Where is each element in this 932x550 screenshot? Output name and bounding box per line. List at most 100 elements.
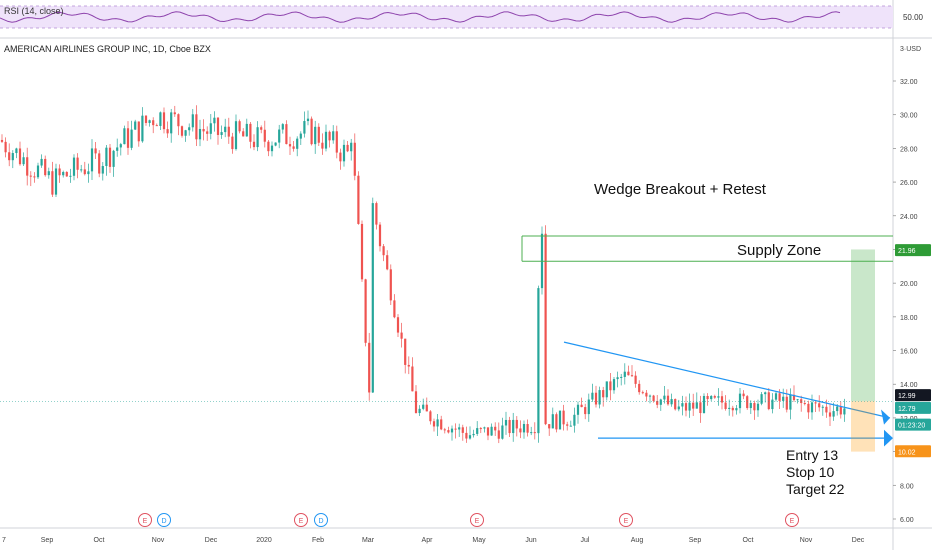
candle-body bbox=[648, 395, 652, 397]
candle-body bbox=[346, 144, 349, 152]
candle-body bbox=[454, 428, 457, 430]
candle-body bbox=[519, 428, 522, 433]
badge-last: 12.79 bbox=[898, 406, 916, 413]
candle-body bbox=[749, 402, 752, 409]
candle-body bbox=[612, 379, 616, 391]
candle-body bbox=[285, 124, 288, 145]
earnings-marker bbox=[619, 513, 633, 527]
candle-body bbox=[814, 402, 817, 404]
candle-body bbox=[162, 112, 166, 130]
candle-body bbox=[652, 395, 655, 401]
candle-body bbox=[803, 403, 806, 405]
candle-body bbox=[828, 412, 832, 417]
candle-body bbox=[684, 403, 688, 411]
candle-body bbox=[198, 128, 202, 140]
annotation-stop: Stop 10 bbox=[786, 464, 835, 480]
candle-body bbox=[155, 125, 158, 127]
candle-body bbox=[202, 128, 205, 132]
annotation-headline: Wedge Breakout + Retest bbox=[594, 181, 766, 198]
candle-body bbox=[522, 424, 526, 433]
candle-body bbox=[40, 158, 43, 166]
y-tick-label: 30.00 bbox=[900, 113, 918, 120]
candle-body bbox=[418, 408, 421, 414]
candle-body bbox=[252, 141, 256, 148]
x-tick-label: Oct bbox=[743, 537, 754, 544]
candle-body bbox=[432, 421, 436, 427]
candle-body bbox=[494, 426, 497, 431]
candle-body bbox=[256, 127, 259, 148]
chart-title: AMERICAN AIRLINES GROUP INC, 1D, Cboe BZ… bbox=[4, 44, 211, 54]
candle-body bbox=[627, 371, 630, 376]
candle-body bbox=[576, 404, 580, 415]
candle-body bbox=[314, 126, 317, 145]
candle-body bbox=[638, 383, 641, 393]
candle-body bbox=[224, 126, 227, 133]
candle-body bbox=[782, 396, 785, 401]
candle-body bbox=[80, 169, 83, 171]
candle-body bbox=[321, 142, 324, 149]
candle-body bbox=[825, 406, 828, 413]
candle-body bbox=[152, 120, 155, 126]
x-tick-label: Sep bbox=[689, 537, 702, 544]
candle-body bbox=[317, 126, 320, 143]
candle-body bbox=[335, 131, 338, 153]
x-tick-label: Nov bbox=[152, 537, 165, 544]
candle-body bbox=[584, 407, 587, 415]
y-unit-label: 3·USD bbox=[900, 46, 921, 53]
candle-body bbox=[785, 396, 788, 410]
candle-body bbox=[702, 396, 706, 414]
y-tick-label: 6.00 bbox=[900, 517, 914, 524]
candle-body bbox=[144, 115, 148, 123]
candle-body bbox=[69, 175, 72, 177]
candle-body bbox=[166, 129, 169, 134]
candle-body bbox=[220, 132, 223, 135]
candle-body bbox=[249, 123, 252, 142]
candle-body bbox=[634, 375, 637, 384]
candle-body bbox=[0, 139, 4, 142]
candle-body bbox=[479, 428, 482, 430]
x-tick-label: Feb bbox=[312, 537, 324, 544]
rsi-line bbox=[0, 11, 841, 23]
candle-body bbox=[490, 426, 493, 436]
candle-body bbox=[191, 114, 194, 128]
earnings-marker bbox=[138, 513, 152, 527]
candle-body bbox=[44, 158, 47, 176]
event-marker-label: D bbox=[161, 518, 166, 525]
candle-body bbox=[836, 406, 839, 412]
candle-body bbox=[695, 402, 698, 409]
candle-body bbox=[170, 112, 173, 134]
x-tick-label: Nov bbox=[800, 537, 813, 544]
candle-body bbox=[587, 399, 590, 415]
candle-body bbox=[580, 404, 583, 408]
candle-body bbox=[530, 432, 533, 434]
candle-body bbox=[306, 118, 310, 122]
wedge-lower-arrowhead bbox=[884, 429, 893, 447]
candle-body bbox=[90, 148, 94, 172]
candle-body bbox=[796, 399, 799, 401]
wedge-upper-trendline bbox=[563, 341, 891, 419]
candle-body bbox=[738, 393, 742, 409]
candle-body bbox=[771, 399, 774, 410]
candle-body bbox=[180, 126, 184, 136]
candle-body bbox=[468, 435, 472, 439]
candle-body bbox=[465, 432, 468, 439]
candle-body bbox=[375, 203, 378, 225]
earnings-marker bbox=[470, 513, 484, 527]
candle-body bbox=[681, 403, 684, 407]
candle-body bbox=[774, 393, 778, 400]
candle-body bbox=[209, 123, 212, 134]
candle-body bbox=[526, 424, 529, 433]
candle-body bbox=[177, 114, 180, 127]
candle-body bbox=[130, 129, 133, 148]
candle-body bbox=[339, 152, 342, 162]
candle-body bbox=[515, 419, 518, 429]
candle-body bbox=[706, 396, 709, 400]
candle-body bbox=[843, 408, 846, 415]
candle-body bbox=[562, 410, 565, 425]
y-tick-label: 16.00 bbox=[900, 349, 918, 356]
candle-body bbox=[717, 396, 720, 398]
x-tick-label: Dec bbox=[852, 537, 865, 544]
candle-body bbox=[616, 377, 619, 380]
candle-body bbox=[710, 396, 713, 400]
candle-body bbox=[504, 419, 508, 426]
